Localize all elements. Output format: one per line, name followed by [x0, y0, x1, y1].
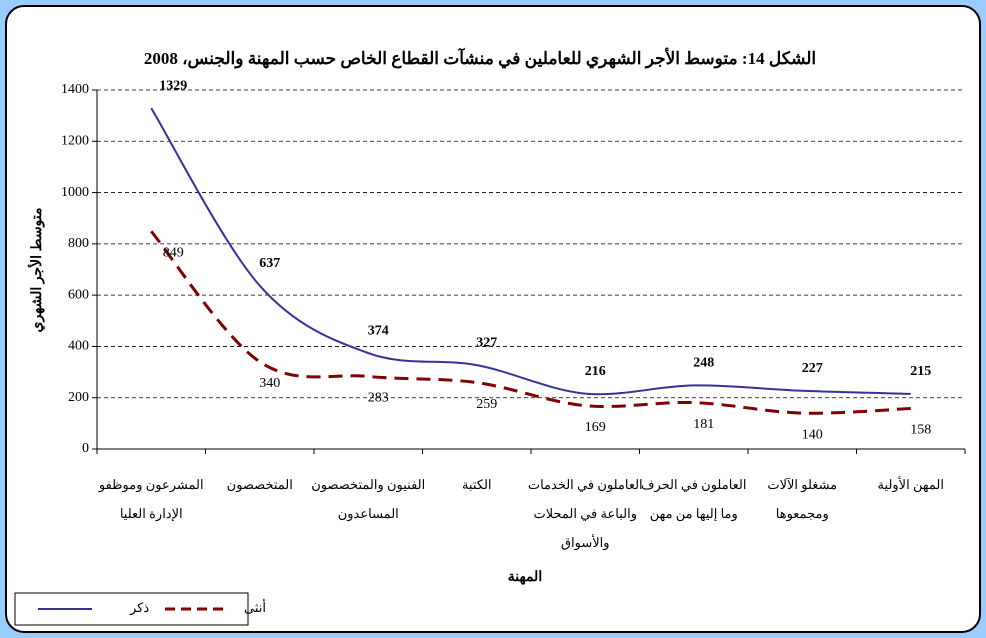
y-tick-label: 1400 — [61, 82, 89, 97]
y-tick-label: 200 — [68, 390, 89, 405]
legend-label: أنثى — [244, 599, 266, 615]
y-tick-label: 1000 — [61, 185, 89, 200]
data-label: 259 — [476, 397, 497, 412]
data-label: 637 — [259, 256, 280, 271]
x-tick-label: المهن الأولية — [878, 476, 944, 493]
y-tick-label: 600 — [68, 287, 89, 302]
y-tick-label: 800 — [68, 236, 89, 251]
data-label: 1329 — [159, 78, 187, 93]
x-tick-label: وما إليها من مهن — [650, 506, 738, 522]
series-line — [150, 107, 911, 396]
x-tick-label: والأسواق — [561, 534, 610, 551]
panel — [5, 5, 981, 633]
data-label: 181 — [693, 417, 714, 432]
data-label: 849 — [163, 246, 184, 261]
x-tick-label: الفنيون والمتخصصون — [311, 477, 425, 493]
data-label: 158 — [910, 423, 931, 438]
y-tick-label: 0 — [82, 441, 89, 456]
chart-title: الشكل 14: متوسط الأجر الشهري للعاملين في… — [144, 47, 816, 69]
x-tick-label: المشرعون وموظفو — [98, 477, 204, 493]
data-label: 283 — [368, 391, 389, 406]
x-tick-label: العاملون في الحرف — [641, 477, 747, 493]
x-tick-label: مشغلو الآلات — [767, 477, 837, 493]
data-label: 140 — [802, 427, 823, 442]
data-label: 227 — [802, 361, 823, 376]
data-label: 374 — [368, 323, 389, 338]
y-tick-label: 1200 — [61, 134, 89, 149]
data-label: 327 — [476, 335, 497, 350]
legend-label: ذكر — [129, 600, 149, 616]
y-axis-label: متوسط الأجر الشهري — [27, 207, 45, 332]
series-line — [150, 230, 911, 415]
data-label: 215 — [910, 364, 931, 379]
data-label: 216 — [585, 364, 606, 379]
x-tick-label: الكتبة — [462, 477, 492, 492]
data-label: 340 — [259, 376, 280, 391]
x-tick-label: الإدارة العليا — [120, 506, 183, 522]
x-tick-label: والباعة في المحلات — [534, 506, 638, 522]
x-axis-label: المهنة — [508, 570, 542, 585]
x-tick-label: المساعدون — [338, 506, 399, 522]
x-tick-label: المتخصصون — [227, 477, 293, 493]
x-tick-label: ومجمعوها — [776, 506, 829, 522]
data-label: 169 — [585, 420, 606, 435]
data-label: 248 — [693, 356, 714, 371]
x-tick-label: العاملون في الخدمات — [528, 477, 643, 493]
y-tick-label: 400 — [68, 339, 89, 354]
